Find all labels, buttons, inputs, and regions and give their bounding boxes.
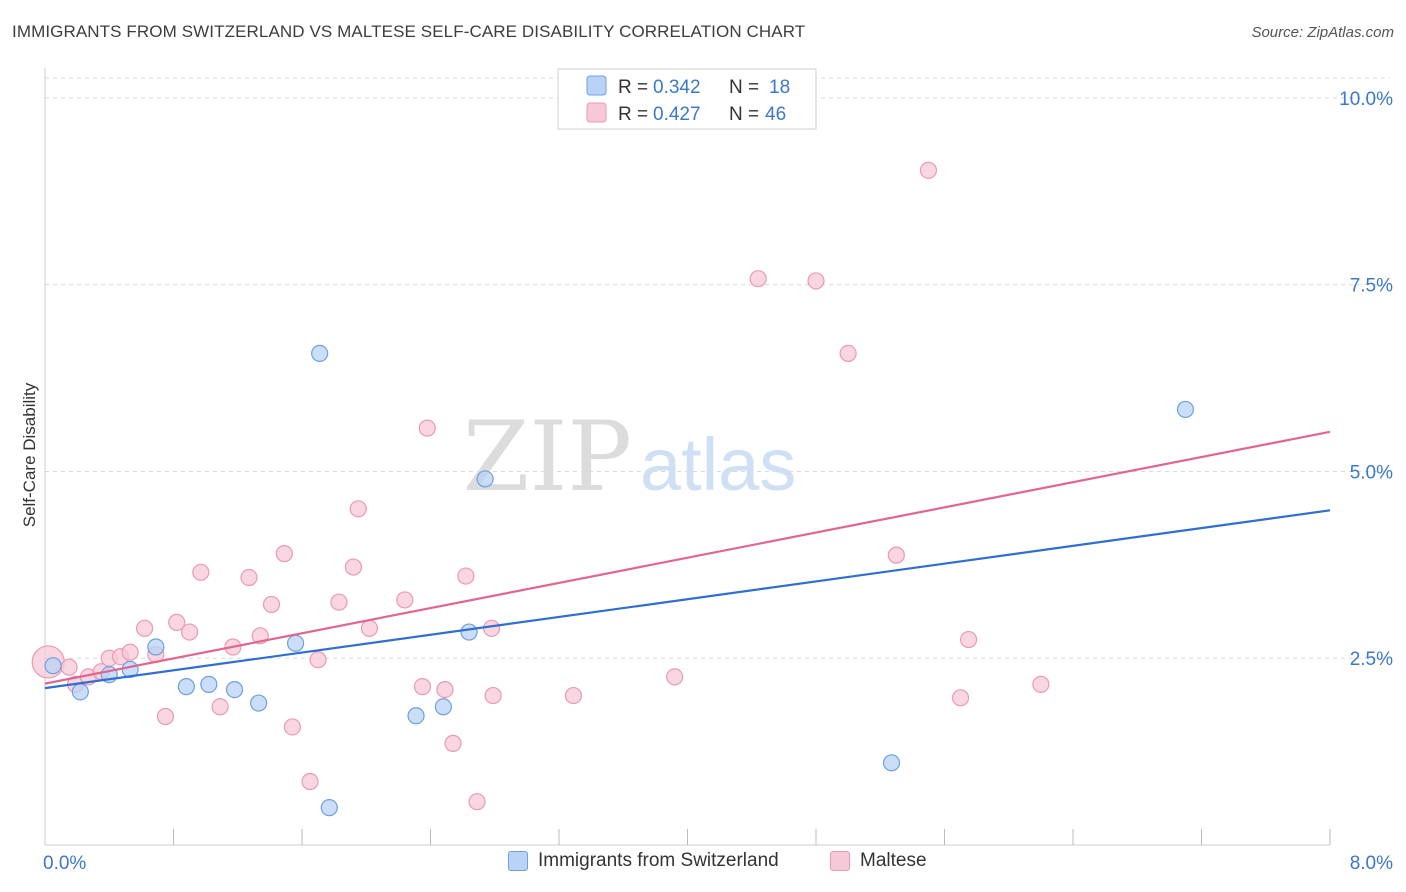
maltese-point [396, 591, 414, 609]
stats-legend-n-value-1: 18 [769, 77, 790, 98]
maltese-points [31, 161, 1050, 811]
switzerland-point [225, 680, 244, 699]
stats-legend: R = 0.342 N = 18 R = 0.427 N = 46 [557, 68, 817, 130]
maltese-point [839, 344, 857, 362]
stats-legend-swatch-blue [586, 75, 607, 96]
maltese-point [951, 689, 970, 707]
y-tick-label-3: 10.0% [1339, 89, 1393, 110]
legend-label-maltese: Maltese [860, 850, 927, 871]
legend-swatch-maltese [830, 851, 850, 871]
maltese-point [135, 619, 154, 637]
maltese-point [436, 680, 454, 699]
stats-legend-r-value-2: 0.427 [653, 104, 701, 125]
stats-legend-r-value-1: 0.342 [653, 77, 701, 98]
legend-swatch-switzerland [508, 851, 528, 871]
chart-title: IMMIGRANTS FROM SWITZERLAND VS MALTESE S… [12, 22, 806, 41]
maltese-point [180, 623, 199, 641]
y-axis-label: Self-Care Disability [20, 382, 39, 528]
switzerland-points [44, 344, 1195, 817]
maltese-point [349, 500, 367, 518]
stats-legend-r-label-1: R = [618, 77, 648, 98]
tick-labels: 2.5% 5.0% 7.5% 10.0% 0.0% 8.0% [43, 89, 1393, 874]
source-credit: Source: ZipAtlas.com [1251, 24, 1394, 41]
y-tick-label-2: 7.5% [1350, 276, 1393, 297]
axes [44, 68, 1331, 846]
maltese-point [444, 734, 462, 752]
x-tick-label-0: 0.0% [43, 853, 86, 874]
legend-item-switzerland: Immigrants from Switzerland [508, 850, 779, 872]
switzerland-point [407, 707, 425, 725]
switzerland-point [250, 694, 268, 712]
stats-legend-n-value-2: 46 [765, 104, 786, 125]
maltese-point [1032, 675, 1050, 693]
watermark-zip: ZIP [463, 401, 632, 513]
maltese-point [413, 678, 432, 696]
maltese-point [211, 698, 229, 716]
maltese-point [192, 563, 210, 581]
legend-label-switzerland: Immigrants from Switzerland [538, 850, 779, 871]
maltese-point [482, 619, 501, 637]
maltese-point [301, 772, 319, 791]
switzerland-point [286, 634, 305, 652]
maltese-point [666, 668, 684, 686]
switzerland-point [147, 638, 165, 656]
stats-legend-n-label-2: N = [729, 104, 759, 125]
stats-legend-n-label-1: N = [729, 77, 759, 98]
stats-legend-swatch-pink [586, 102, 607, 123]
maltese-point [959, 630, 978, 649]
maltese-point [344, 558, 362, 576]
switzerland-point [44, 657, 62, 675]
trend-lines [44, 430, 1331, 690]
switzerland-point [71, 683, 89, 701]
maltese-point [240, 568, 258, 587]
stats-legend-r-label-2: R = [618, 104, 648, 125]
maltese-point [121, 643, 139, 661]
switzerland-point [882, 754, 901, 772]
maltese-point [360, 619, 379, 637]
y-tick-label-1: 5.0% [1350, 462, 1393, 483]
switzerland-trend-line [44, 509, 1331, 690]
series-legend: Immigrants from Switzerland Maltese [0, 850, 1406, 880]
maltese-trend-line [44, 430, 1331, 685]
maltese-point [468, 793, 486, 811]
switzerland-point [177, 678, 195, 696]
maltese-point [330, 593, 348, 611]
legend-item-maltese: Maltese [830, 850, 927, 872]
maltese-point [156, 707, 175, 726]
watermark: ZIP atlas [463, 401, 797, 513]
maltese-point [919, 161, 938, 179]
maltese-point [168, 613, 186, 631]
x-tick-label-1: 8.0% [1350, 853, 1393, 874]
maltese-point [283, 718, 301, 736]
maltese-point [418, 419, 436, 437]
switzerland-point [311, 344, 329, 362]
y-tick-label-0: 2.5% [1350, 649, 1393, 670]
maltese-point [807, 272, 825, 290]
switzerland-point [200, 675, 218, 693]
maltese-point [887, 546, 905, 564]
maltese-point [60, 658, 78, 676]
switzerland-point [476, 470, 494, 488]
switzerland-point [434, 698, 452, 716]
switzerland-point [320, 799, 338, 817]
switzerland-point [1176, 400, 1195, 419]
maltese-point [275, 545, 293, 563]
maltese-point [309, 651, 327, 669]
maltese-point [457, 567, 475, 585]
maltese-point [564, 686, 583, 705]
watermark-atlas: atlas [640, 423, 796, 506]
switzerland-point [460, 623, 478, 641]
maltese-point [262, 595, 281, 614]
maltese-point [484, 686, 502, 705]
maltese-point [749, 270, 767, 288]
